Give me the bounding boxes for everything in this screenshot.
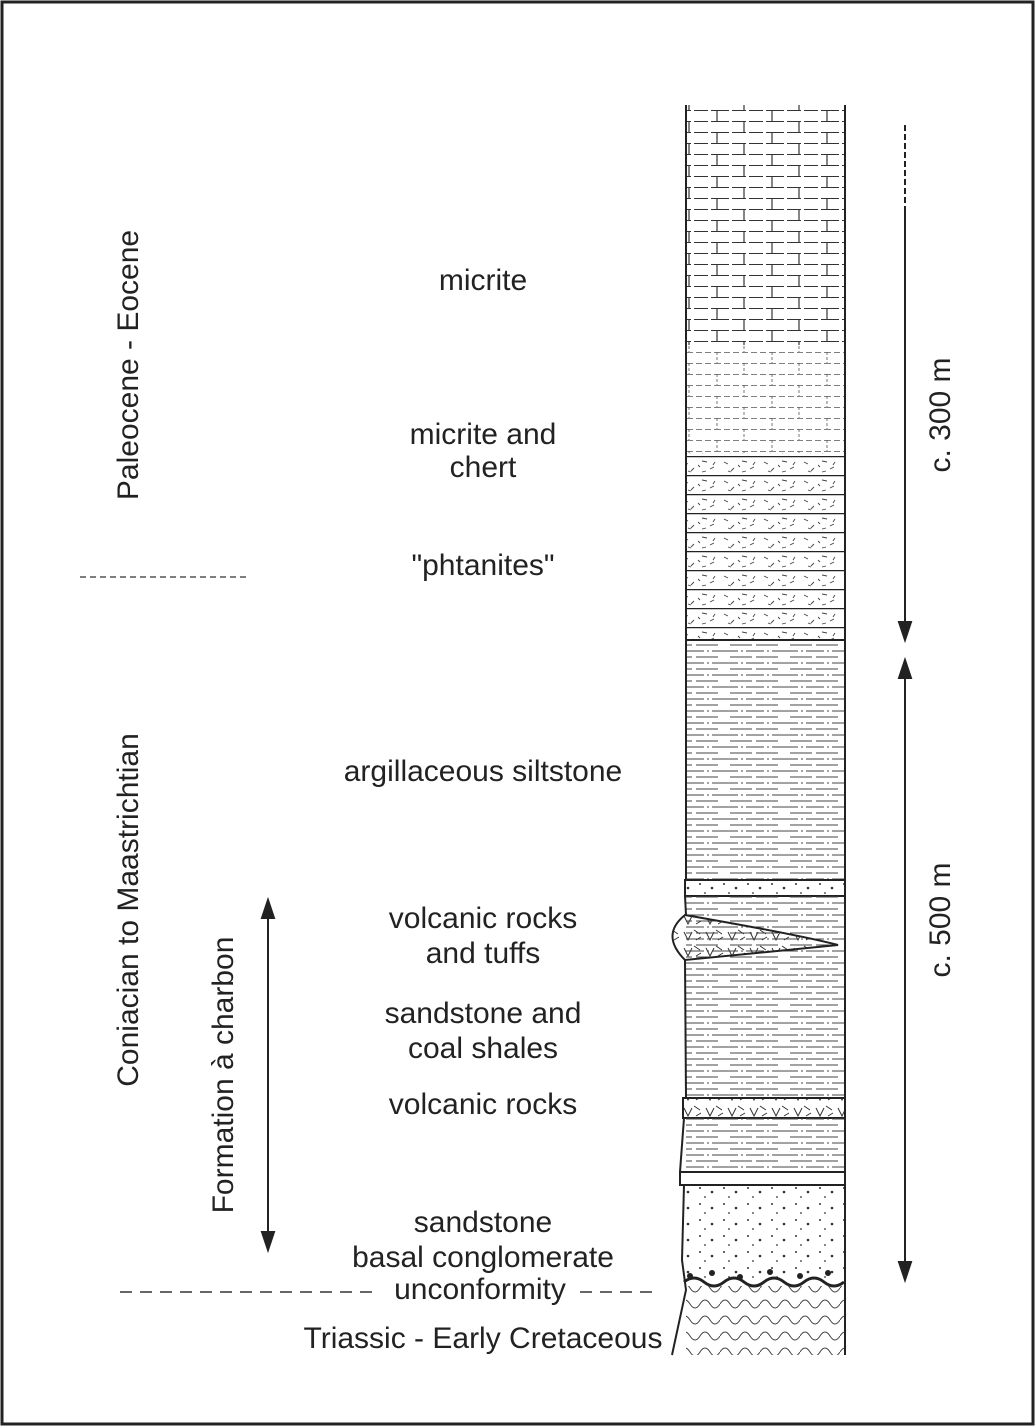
thickness-label: c. 500 m (924, 862, 957, 977)
column (671, 105, 846, 1356)
label-mask (380, 1277, 580, 1307)
lithology-label: chert (450, 451, 517, 484)
time-unit: Coniacian to Maastrichtian (112, 733, 145, 1087)
arrows (260, 125, 913, 1284)
basement-label: Triassic - Early Cretaceous (304, 1322, 663, 1355)
unconformity-label: unconformity (394, 1273, 566, 1306)
thickness-label: c. 300 m (924, 357, 957, 472)
formation-label: Formation à charbon (207, 937, 240, 1214)
lithology-label: and tuffs (426, 937, 541, 970)
lithology-label: argillaceous siltstone (344, 755, 622, 788)
lithology-label: volcanic rocks (389, 902, 577, 935)
lithology-label: sandstone (414, 1206, 552, 1239)
lithology-label: basal conglomerate (352, 1241, 614, 1274)
time-unit: Paleocene - Eocene (112, 230, 145, 500)
lithology-label: coal shales (408, 1032, 558, 1065)
lithology-label: micrite and (410, 418, 557, 451)
lithology-label: volcanic rocks (389, 1088, 577, 1121)
lithology-label: "phtanites" (411, 549, 554, 582)
lithology-label: micrite (439, 264, 527, 297)
lithology-label: sandstone and (385, 997, 582, 1030)
